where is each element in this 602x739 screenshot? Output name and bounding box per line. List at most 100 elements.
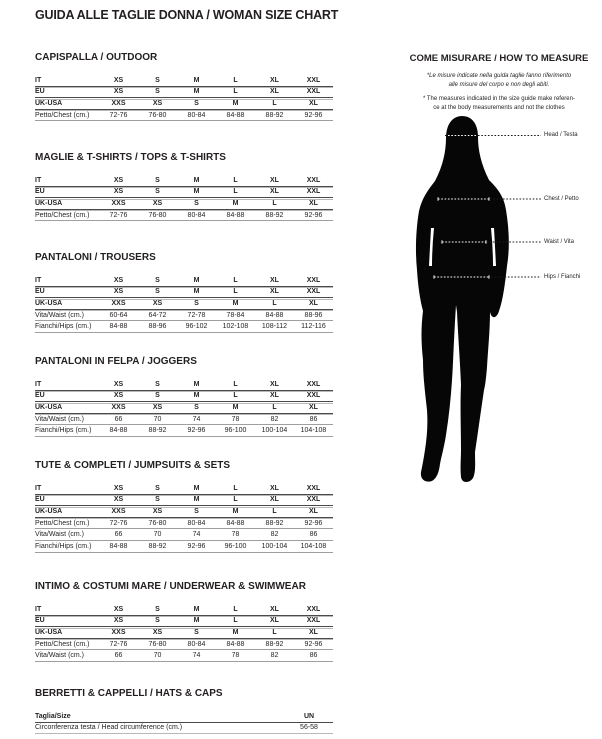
size-cell: S [194, 199, 199, 207]
size-table: IT XS S M L XL XXL EU XS S M L XL XXL UK-USA XXS XS S M L XL… [35, 379, 333, 437]
size-cell: M [193, 496, 200, 504]
row-label: Fianchi/Hips (cm.) [35, 427, 92, 435]
size-cell: XXL [306, 496, 321, 504]
size-cell: XS [113, 188, 124, 196]
measure-cell: 92-96 [187, 542, 206, 550]
size-cell: S [155, 617, 160, 625]
measure-cell: 64-72 [148, 311, 167, 319]
size-cell: S [194, 507, 199, 515]
measure-cell: 78-84 [226, 311, 245, 319]
measure-cell: 74 [192, 531, 201, 539]
measure-cell: 88-92 [265, 111, 284, 119]
measure-cell: 78 [231, 652, 240, 660]
size-cell: XXL [306, 617, 321, 625]
size-cell: L [272, 507, 277, 515]
row-label: Petto/Chest (cm.) [35, 519, 90, 527]
size-cell: XXS [111, 199, 126, 207]
measure-row: Vita/Waist (cm.) 66 70 74 78 82 86 [35, 529, 333, 541]
measure-row: Vita/Waist (cm.) 60-64 64-72 72-78 78-84 84-8… [35, 310, 333, 322]
size-cell: L [272, 299, 277, 307]
measure-row: Fianchi/Hips (cm.) 84-88 88-92 92-96 96-100 1… [35, 425, 333, 437]
size-table: IT XS S M L XL XXL EU XS S M L XL XXL UK-USA XXS XS S M L XL… [35, 275, 333, 333]
size-cell: XXL [306, 188, 321, 196]
size-row: EU XS S M L XL XXL [35, 391, 333, 404]
size-cell: L [233, 76, 238, 84]
measure-cell: 78 [231, 531, 240, 539]
measure-cell: 70 [153, 415, 162, 423]
measure-cell: 88-96 [148, 323, 167, 331]
size-cell: XS [152, 99, 163, 107]
measure-cell: 80-84 [187, 519, 206, 527]
measure-cell: 92-96 [304, 111, 323, 119]
row-label: EU [35, 496, 45, 504]
measure-note-english: * The measures indicated in the size gui… [403, 95, 595, 113]
measure-cell: 88-92 [265, 211, 284, 219]
waist-notch-right [491, 228, 496, 266]
measure-cell: 76-80 [148, 211, 167, 219]
row-label: Fianchi/Hips (cm.) [35, 542, 92, 550]
size-cell: XS [113, 176, 124, 184]
size-cell: XL [270, 484, 279, 492]
size-cell: M [232, 299, 239, 307]
size-cell: M [193, 88, 200, 96]
row-label: Petto/Chest (cm.) [35, 211, 90, 219]
size-cell: XS [113, 496, 124, 504]
measure-cell: 66 [114, 531, 123, 539]
measure-row: Petto/Chest (cm.) 72-76 76-80 80-84 84-88 88-… [35, 639, 333, 651]
measure-cell: 102-108 [222, 323, 249, 331]
page-title: GUIDA ALLE TAGLIE DONNA / WOMAN SIZE CHA… [35, 8, 339, 22]
hats-size-label: Taglia/Size [35, 712, 71, 720]
size-cell: M [232, 628, 239, 636]
row-label: UK-USA [35, 99, 63, 107]
measure-cell: 76-80 [148, 111, 167, 119]
size-cell: XXL [306, 288, 321, 296]
waist-notch-left [429, 228, 434, 266]
measure-cell: 88-92 [148, 427, 167, 435]
size-cell: XXL [306, 380, 321, 388]
measure-cell: 70 [153, 652, 162, 660]
hats-header-row: Taglia/Size UN [35, 711, 333, 723]
how-to-measure-panel: COME MISURARE / HOW TO MEASURE *Le misur… [403, 53, 595, 118]
measure-cell: 100-104 [261, 427, 288, 435]
section-heading: TUTE & COMPLETI / JUMPSUITS & SETS [35, 460, 231, 471]
size-cell: M [193, 392, 200, 400]
measure-cell: 84-88 [109, 542, 128, 550]
measure-cell: 86 [309, 652, 318, 660]
size-cell: M [193, 276, 200, 284]
size-cell: XL [270, 617, 279, 625]
size-cell: L [272, 403, 277, 411]
row-label: IT [35, 484, 42, 492]
section-heading: PANTALONI IN FELPA / JOGGERS [35, 356, 197, 367]
measure-cell: 80-84 [187, 211, 206, 219]
section-heading: INTIMO & COSTUMI MARE / UNDERWEAR & SWIM… [35, 581, 306, 592]
size-cell: S [155, 392, 160, 400]
size-row: IT XS S M L XL XXL [35, 604, 333, 617]
size-row: EU XS S M L XL XXL [35, 287, 333, 300]
measure-cell: 66 [114, 415, 123, 423]
size-cell: M [193, 380, 200, 388]
size-cell: L [233, 392, 238, 400]
measure-dotted-lines [432, 135, 541, 278]
measure-cell: 88-92 [265, 640, 284, 648]
section-heading: PANTALONI / TROUSERS [35, 252, 156, 263]
row-label: EU [35, 88, 45, 96]
size-cell: S [194, 299, 199, 307]
size-cell: S [194, 403, 199, 411]
size-cell: M [232, 507, 239, 515]
row-label: UK-USA [35, 299, 63, 307]
size-cell: XS [152, 299, 163, 307]
size-row: UK-USA XXS XS S M L XL [35, 98, 333, 111]
row-label: Petto/Chest (cm.) [35, 111, 90, 119]
measure-label-waist: Waist / Vita [544, 238, 575, 245]
size-cell: XS [113, 605, 124, 613]
measure-cell: 92-96 [304, 211, 323, 219]
row-label: Vita/Waist (cm.) [35, 531, 85, 539]
measure-cell: 82 [270, 652, 279, 660]
row-label: Vita/Waist (cm.) [35, 311, 85, 319]
section-heading: CAPISPALLA / OUTDOOR [35, 52, 158, 63]
size-row: UK-USA XXS XS S M L XL [35, 298, 333, 311]
measure-cell: 108-112 [261, 323, 288, 331]
size-cell: L [233, 276, 238, 284]
size-cell: S [155, 276, 160, 284]
size-row: EU XS S M L XL XXL [35, 616, 333, 629]
